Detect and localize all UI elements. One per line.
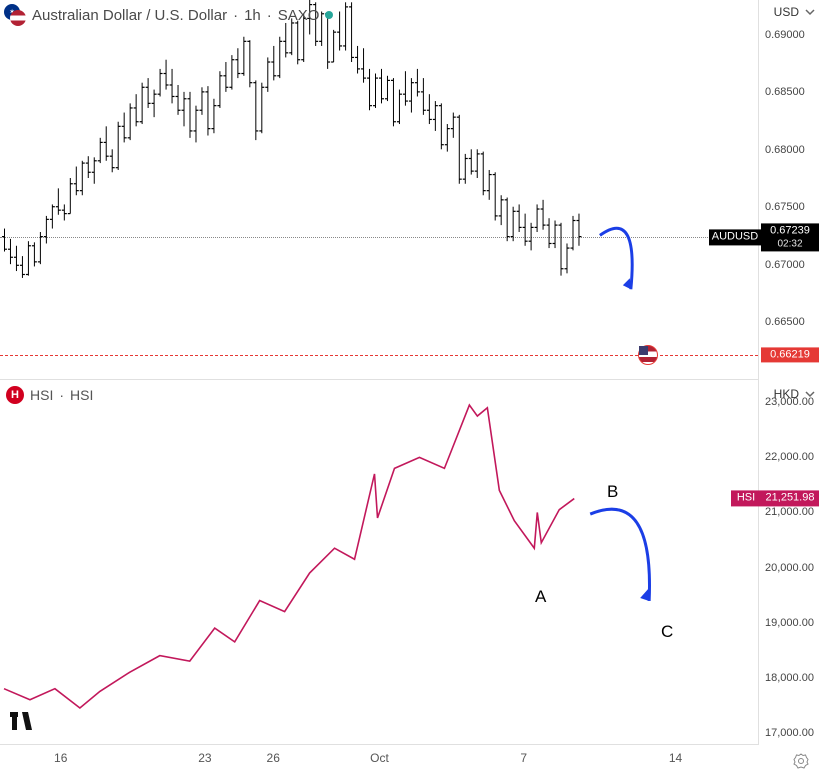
market-status-icon	[325, 11, 333, 19]
alert-badge: 0.66219	[761, 347, 819, 362]
time-tick: Oct	[370, 751, 389, 765]
price-tick: 20,000.00	[765, 562, 814, 574]
time-tick: 14	[669, 751, 682, 765]
price-tick: 0.66500	[765, 316, 805, 328]
gear-icon	[793, 753, 809, 769]
price-tick: 22,000.00	[765, 451, 814, 463]
chart-header: Australian Dollar / U.S. Dollar · 1h · S…	[4, 4, 333, 26]
symbol-name[interactable]: Australian Dollar / U.S. Dollar	[32, 7, 227, 24]
wave-label-c: C	[661, 622, 673, 642]
settings-button[interactable]	[791, 751, 811, 771]
price-tick: 21,000.00	[765, 506, 814, 518]
time-tick: 23	[198, 751, 211, 765]
top-currency-select[interactable]: USD	[774, 2, 815, 22]
symbol-flag-icon	[4, 4, 26, 26]
last-price-badge: 0.6723902:32	[761, 224, 819, 251]
price-tick: 0.67000	[765, 259, 805, 271]
time-tick: 16	[54, 751, 67, 765]
hsi-symbol: HSI	[30, 387, 53, 403]
price-axis[interactable]: 0.69000 0.68500 0.68000 0.67500 0.67000 0.665…	[759, 0, 819, 744]
hsi-legend[interactable]: H HSI · HSI	[6, 386, 93, 404]
pane-hsi[interactable]: H HSI · HSI A B C	[0, 380, 759, 744]
chevron-down-icon	[805, 7, 815, 17]
chart-area[interactable]: H HSI · HSI A B C	[0, 0, 759, 744]
price-tick: 17,000.00	[765, 727, 814, 739]
time-tick: 7	[520, 751, 527, 765]
wave-label-b: B	[607, 482, 618, 502]
price-tick: 0.67500	[765, 201, 805, 213]
hsi-price-badge: 21,251.98	[761, 491, 819, 506]
candlestick-chart	[0, 0, 758, 379]
hsi-symbol-sub: HSI	[70, 387, 93, 403]
hsi-icon: H	[6, 386, 24, 404]
time-tick: 26	[267, 751, 280, 765]
price-tick: 0.69000	[765, 29, 805, 41]
line-chart	[0, 380, 758, 744]
currency-label: HKD	[774, 387, 799, 401]
price-tick: 19,000.00	[765, 617, 814, 629]
interval-label[interactable]: 1h	[244, 7, 261, 24]
currency-label: USD	[774, 5, 799, 19]
price-tick: 18,000.00	[765, 672, 814, 684]
price-tick: 0.68000	[765, 144, 805, 156]
tradingview-logo-icon	[10, 712, 38, 736]
wave-label-a: A	[535, 587, 546, 607]
price-tick: 0.68500	[765, 86, 805, 98]
us-flag-icon	[638, 345, 658, 365]
broker-label: SAXO	[278, 7, 320, 24]
chevron-down-icon	[805, 389, 815, 399]
pane-audusd[interactable]	[0, 0, 759, 380]
bottom-currency-select[interactable]: HKD	[774, 384, 815, 404]
time-axis[interactable]: 16 23 26 Oct 7 14	[0, 744, 759, 777]
